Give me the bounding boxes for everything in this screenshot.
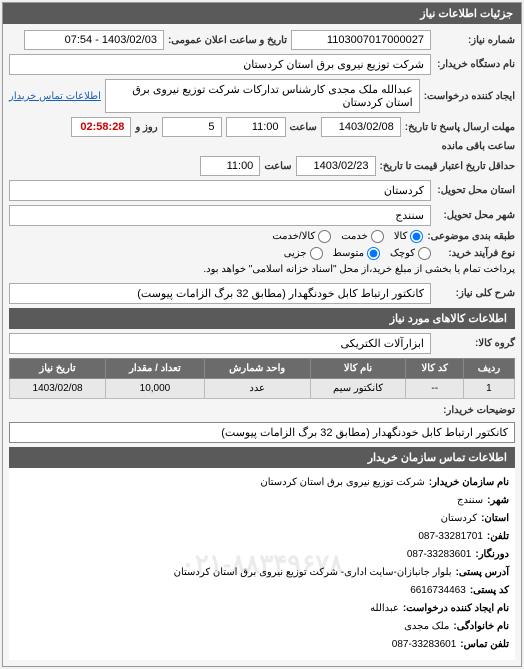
phone-label: تلفن: (487, 528, 509, 546)
contact-phone-label: تلفن تماس: (460, 636, 509, 654)
need-title-value: کانکتور ارتباط کابل خودنگهدار (مطابق 32 … (9, 283, 431, 304)
group-label: گروه کالا: (435, 338, 515, 349)
req-no-value: 1103007017000027 (291, 30, 431, 50)
proc-medium-radio[interactable] (367, 247, 380, 260)
creator-family-label: نام خانوادگی: (453, 618, 509, 636)
cell-code: -- (406, 379, 463, 399)
col-unit: واحد شمارش (204, 359, 310, 379)
proc-note: پرداخت تمام یا بخشی از مبلغ خرید،از محل … (203, 264, 515, 275)
org-value: شرکت توزیع نیروی برق استان کردستان (260, 474, 424, 492)
validity-label: حداقل تاریخ اعتبار قیمت تا تاریخ: (380, 161, 515, 172)
deadline-send-label: مهلت ارسال پاسخ تا تاریخ: (405, 122, 515, 133)
buyer-dev-value: شرکت توزیع نیروی برق استان کردستان (9, 54, 431, 75)
creator-value: عبدالله ملک مجدی کارشناس تدارکات شرکت تو… (105, 79, 420, 113)
creator-name-value: عبدالله (370, 600, 399, 618)
contact-section-header: اطلاعات تماس سازمان خریدار (9, 447, 515, 468)
contact-section: ۰۲۱-۸۸۳۴۹۶۷۸ نام سازمان خریدار:شرکت توزی… (9, 468, 515, 660)
cell-date: 1403/02/08 (10, 379, 106, 399)
creator-family-value: ملک مجدی (404, 618, 449, 636)
province-value: کردستان (9, 180, 431, 201)
address-label: آدرس پستی: (456, 564, 509, 582)
org-label: نام سازمان خریدار: (429, 474, 509, 492)
proc-medium-option[interactable]: متوسط (333, 247, 380, 260)
col-qty: تعداد / مقدار (106, 359, 205, 379)
col-date: تاریخ نیاز (10, 359, 106, 379)
cat-service-label: خدمت (341, 231, 368, 242)
proc-small-radio[interactable] (418, 247, 431, 260)
proc-partial-label: جزیی (284, 248, 307, 259)
days-label: روز و (135, 122, 157, 133)
c-city-label: شهر: (487, 492, 509, 510)
cell-qty: 10,000 (106, 379, 205, 399)
panel-title: جزئیات اطلاعات نیاز (3, 3, 521, 24)
col-name: نام کالا (310, 359, 406, 379)
validity-date: 1403/02/23 (296, 156, 376, 176)
c-province-value: کردستان (441, 510, 478, 528)
proc-partial-option[interactable]: جزیی (284, 247, 323, 260)
cat-service-option[interactable]: خدمت (341, 230, 384, 243)
validity-time: 11:00 (200, 156, 260, 176)
city-label: شهر محل تحویل: (435, 210, 515, 221)
address-value: بلوار جانبازان-سایت اداری- شرکت توزیع نی… (174, 564, 452, 582)
req-no-label: شماره نیاز: (435, 35, 515, 46)
buyer-desc-label: توضیحات خریدار: (9, 405, 515, 416)
cat-goods-label: کالا (394, 231, 408, 242)
buyer-dev-label: نام دستگاه خریدار: (435, 59, 515, 70)
cell-name: کانکتور سیم (310, 379, 406, 399)
items-section-header: اطلاعات کالاهای مورد نیاز (9, 308, 515, 329)
cat-goods-service-option[interactable]: کالا/خدمت (272, 230, 331, 243)
proc-partial-radio[interactable] (310, 247, 323, 260)
buyer-desc-value: کانکتور ارتباط کابل خودنگهدار (مطابق 32 … (9, 422, 515, 443)
need-title-label: شرح کلی نیاز: (435, 288, 515, 299)
remain-label: ساعت باقی مانده (442, 141, 515, 152)
table-row: 1 -- کانکتور سیم عدد 10,000 1403/02/08 (10, 379, 515, 399)
postal-value: 6616734463 (410, 582, 466, 600)
cat-goods-service-radio[interactable] (318, 230, 331, 243)
cat-goods-option[interactable]: کالا (394, 230, 424, 243)
contact-phone-value: 087-33283601 (392, 636, 457, 654)
process-radio-group: کوچک متوسط جزیی (284, 247, 431, 260)
cat-goods-radio[interactable] (410, 230, 423, 243)
creator-label: ایجاد کننده درخواست: (424, 91, 515, 102)
proc-small-option[interactable]: کوچک (390, 247, 431, 260)
category-radio-group: کالا خدمت کالا/خدمت (272, 230, 423, 243)
phone-value: 087-33281701 (418, 528, 483, 546)
items-table: ردیف کد کالا نام کالا واحد شمارش تعداد /… (9, 358, 515, 399)
city-value: سنندج (9, 205, 431, 226)
cat-goods-service-label: کالا/خدمت (272, 231, 315, 242)
proc-small-label: کوچک (390, 248, 415, 259)
postal-label: کد پستی: (470, 582, 509, 600)
process-label: نوع فرآیند خرید: (435, 248, 515, 259)
cell-unit: عدد (204, 379, 310, 399)
time-label-1: ساعت (290, 122, 317, 133)
deadline-send-time: 11:00 (226, 117, 286, 137)
time-label-2: ساعت (264, 161, 291, 172)
announce-value: 1403/02/03 - 07:54 (24, 30, 164, 50)
col-row: ردیف (463, 359, 514, 379)
days-value: 5 (162, 117, 222, 137)
deadline-send-date: 1403/02/08 (321, 117, 401, 137)
cat-service-radio[interactable] (371, 230, 384, 243)
fax-value: 087-33283601 (407, 546, 472, 564)
creator-name-label: نام ایجاد کننده درخواست: (403, 600, 509, 618)
proc-medium-label: متوسط (333, 248, 364, 259)
province-label: استان محل تحویل: (435, 185, 515, 196)
cell-row: 1 (463, 379, 514, 399)
buyer-contact-link[interactable]: اطلاعات تماس خریدار (9, 91, 101, 102)
c-province-label: استان: (481, 510, 509, 528)
group-value: ابزارآلات الکتریکی (9, 333, 431, 354)
col-code: کد کالا (406, 359, 463, 379)
c-city-value: سنندج (457, 492, 483, 510)
remain-value: 02:58:28 (71, 117, 131, 137)
fax-label: دورنگار: (475, 546, 509, 564)
table-header-row: ردیف کد کالا نام کالا واحد شمارش تعداد /… (10, 359, 515, 379)
announce-label: تاریخ و ساعت اعلان عمومی: (168, 35, 287, 46)
category-label: طبقه بندی موضوعی: (427, 231, 515, 242)
